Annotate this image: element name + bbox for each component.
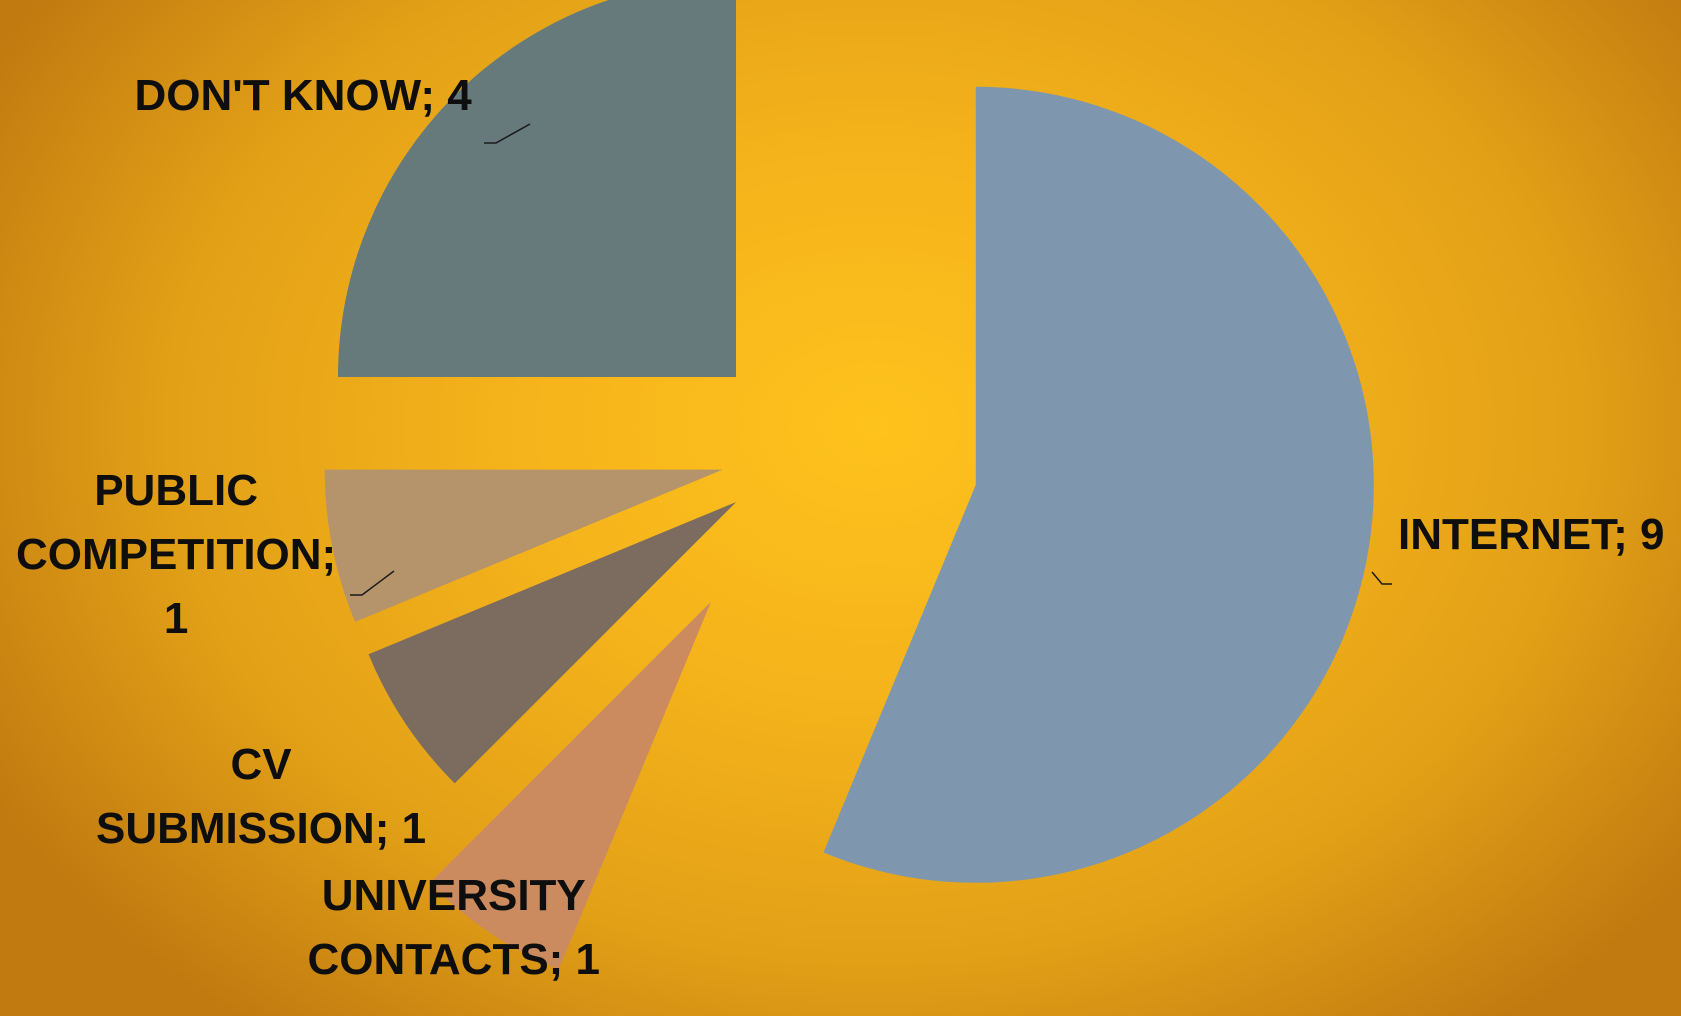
leader-line-internet [1371,571,1392,585]
pie-slice-don-t-know [338,0,736,377]
data-label-line: PUBLIC [94,466,258,515]
pie-slice-internet [823,86,1374,883]
data-label-line: CONTACTS; 1 [307,935,601,984]
pie-slice-public-competition [324,469,723,622]
leader-line-public-competition [350,570,395,596]
data-label-line: 1 [163,594,189,643]
data-label-line: SUBMISSION; 1 [96,804,427,853]
data-label-cv-submission: CV SUBMISSION; 1 [96,733,426,861]
leader-line-don-t-know [484,123,531,144]
data-label-don-t-know: DON'T KNOW; 4 [135,64,472,128]
pie-slice-cv-submission [368,502,737,784]
data-label-university-contacts: UNIVERSITY CONTACTS; 1 [308,864,601,992]
pie-slice-university-contacts [429,601,711,970]
data-label-line: CV [230,740,292,789]
data-label-line: UNIVERSITY [321,871,586,920]
data-label-line: COMPETITION; [16,530,337,579]
data-label-line: DON'T KNOW; 4 [134,71,472,120]
data-label-line: INTERNET; 9 [1398,510,1665,559]
data-label-public-competition: PUBLIC COMPETITION; 1 [16,459,336,651]
data-label-internet: INTERNET; 9 [1398,503,1664,567]
